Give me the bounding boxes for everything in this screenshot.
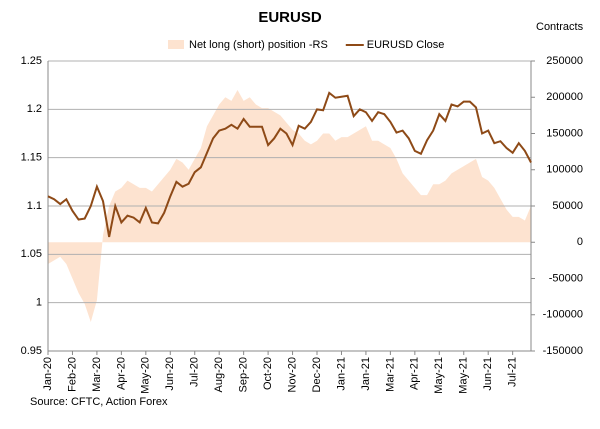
x-tick-label: Jun-21: [482, 357, 494, 391]
chart-title: EURUSD: [258, 9, 322, 26]
legend-label: Net long (short) position -RS: [189, 39, 328, 51]
y-tick-label: 1.15: [21, 152, 42, 164]
x-tick-label: Oct-20: [262, 357, 274, 390]
y-tick-label: 0.95: [21, 345, 42, 357]
y2-tick-label: 150000: [546, 127, 583, 139]
x-tick-label: Jan-20: [42, 357, 54, 391]
x-tick-label: Jan-21: [360, 357, 372, 391]
y2-tick-label: 200000: [546, 91, 583, 103]
legend-swatch: [168, 40, 184, 49]
y2-tick-label: -50000: [549, 272, 583, 284]
y-tick-label: 1.05: [21, 248, 42, 260]
x-tick-label: Mar-20: [91, 357, 103, 392]
x-tick-label: Jul-21: [507, 357, 519, 387]
y2-tick-label: 250000: [546, 55, 583, 67]
x-tick-label: Sep-20: [238, 357, 250, 392]
x-tick-label: Nov-20: [286, 357, 298, 392]
x-tick-label: Apr-21: [409, 357, 421, 390]
x-tick-label: Mar-21: [384, 357, 396, 392]
x-tick-label: May-20: [140, 357, 152, 394]
x-tick-label: May-21: [433, 357, 445, 394]
x-tick-label: Jun-20: [164, 357, 176, 391]
y2-tick-label: -100000: [543, 309, 583, 321]
x-tick-label: Dec-20: [311, 357, 323, 392]
x-tick-label: Aug-20: [213, 357, 225, 392]
y2-tick-label: 0: [577, 236, 583, 248]
x-tick-label: May-21: [458, 357, 470, 394]
x-tick-label: Jan-21: [335, 357, 347, 391]
y-tick-label: 1: [36, 297, 42, 309]
x-tick-label: Feb-20: [66, 357, 78, 392]
x-tick-label: Apr-20: [115, 357, 127, 390]
source-note: Source: CFTC, Action Forex: [30, 396, 168, 408]
y2-tick-label: 50000: [552, 200, 583, 212]
y2-tick-label: -150000: [543, 345, 583, 357]
y-tick-label: 1.2: [27, 103, 42, 115]
y-tick-label: 1.25: [21, 55, 42, 67]
legend-label: EURUSD Close: [367, 39, 445, 51]
y2-axis-label: Contracts: [536, 21, 584, 33]
line: [47, 91, 532, 238]
y2-tick-label: 100000: [546, 164, 583, 176]
y-tick-label: 1.1: [27, 200, 42, 212]
x-tick-label: Jul-20: [189, 357, 201, 387]
